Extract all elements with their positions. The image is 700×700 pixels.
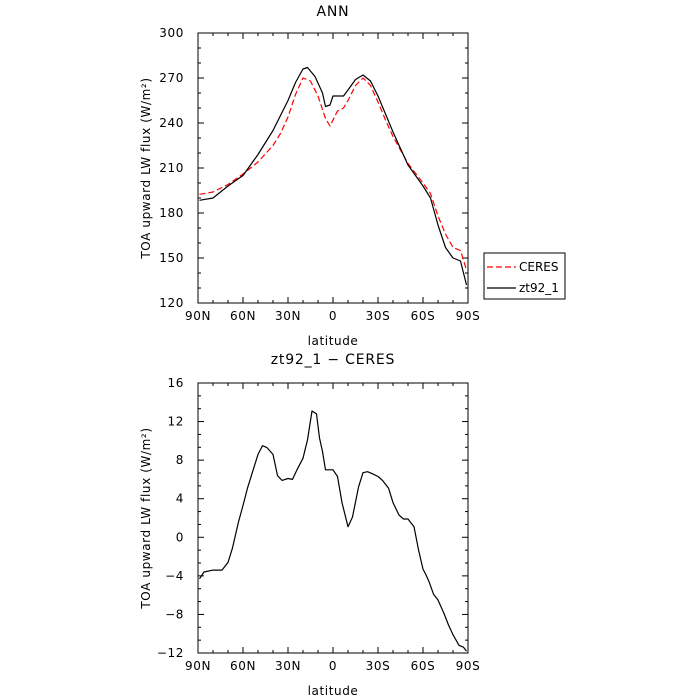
y-tick-label: 16 (168, 376, 184, 390)
plot-frame (197, 32, 469, 304)
y-axis-label: TOA upward LW flux (W/m²) (139, 427, 153, 609)
x-tick-label: 60N (230, 659, 256, 673)
y-tick-label: 300 (159, 26, 184, 40)
x-tick-label: 90S (456, 659, 481, 673)
legend-model-label: zt92_1 (519, 281, 559, 295)
x-tick-label: 30N (275, 309, 301, 323)
y-tick-label: 270 (159, 71, 184, 85)
legend-box (483, 252, 566, 300)
y-tick-label: −12 (157, 646, 184, 660)
x-tick-label: 60S (411, 309, 436, 323)
y-axis-label: TOA upward LW flux (W/m²) (139, 77, 153, 259)
y-tick-label: 12 (168, 415, 184, 429)
x-ticks: 90N 60N 30N 0 30S 60S 90S (185, 383, 480, 673)
legend: CERES zt92_1 (483, 252, 566, 300)
y-tick-label: 0 (176, 530, 184, 544)
x-axis-label: latitude (308, 684, 359, 698)
chart-title: ANN (317, 4, 350, 20)
series-line-difference (198, 410, 467, 652)
y-tick-label: 210 (159, 161, 184, 175)
y-tick-label: 150 (159, 251, 184, 265)
x-axis-label: latitude (308, 334, 359, 348)
y-tick-label: 120 (159, 296, 184, 310)
x-tick-label: 90N (185, 309, 211, 323)
y-tick-label: 180 (159, 206, 184, 220)
x-tick-label: 30N (275, 659, 301, 673)
y-tick-label: −4 (165, 569, 184, 583)
y-ticks: 120 150 180 210 240 270 300 (159, 26, 468, 310)
y-tick-label: 4 (176, 492, 184, 506)
x-tick-label: 60S (411, 659, 436, 673)
x-tick-label: 0 (329, 659, 337, 673)
y-tick-label: 8 (176, 453, 184, 467)
chart-panel-top: ANN 90N 60N 30N 0 30S 60S 90S 120 150 180 210 240 2… (139, 4, 480, 348)
y-tick-label: −8 (165, 607, 184, 621)
x-tick-label: 60N (230, 309, 256, 323)
x-tick-label: 90N (185, 659, 211, 673)
chart-title: zt92_1 − CERES (271, 352, 395, 368)
x-tick-label: 30S (366, 659, 391, 673)
series-lines (199, 66, 468, 286)
legend-ceres-label: CERES (519, 260, 559, 274)
x-tick-label: 30S (366, 309, 391, 323)
series-line-zt92-1 (199, 66, 468, 286)
x-tick-label: 90S (456, 309, 481, 323)
x-tick-label: 0 (329, 309, 337, 323)
chart-panel-bottom: zt92_1 − CERES 90N 60N 30N 0 30S 60S 90S −12 −8… (139, 352, 480, 698)
series-lines (198, 410, 467, 652)
series-line-ceres (199, 77, 468, 271)
plot-frame (197, 382, 469, 654)
x-ticks: 90N 60N 30N 0 30S 60S 90S (185, 33, 480, 323)
y-ticks: −12 −8 −4 0 4 8 12 16 (157, 376, 468, 660)
y-tick-label: 240 (159, 116, 184, 130)
